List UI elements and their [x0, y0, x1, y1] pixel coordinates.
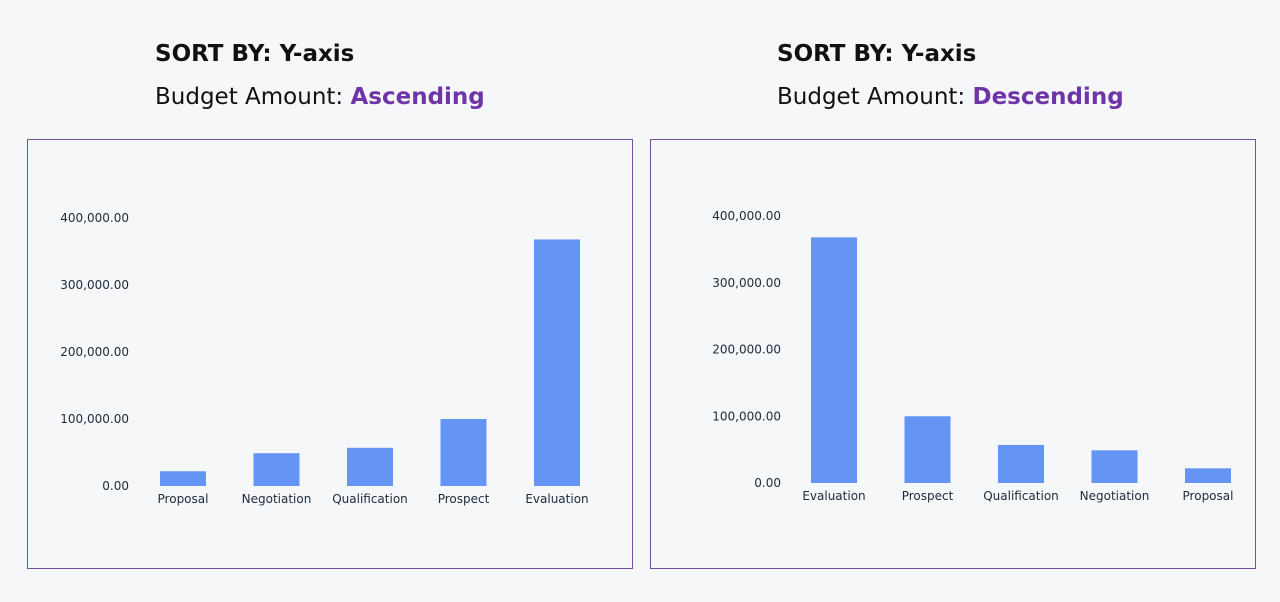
left-heading: SORT BY: Y-axis Budget Amount: Ascending — [155, 36, 485, 122]
x-tick-label: Prospect — [902, 489, 954, 503]
right-heading: SORT BY: Y-axis Budget Amount: Descendin… — [777, 36, 1124, 122]
bar-prospect[interactable] — [904, 416, 951, 483]
x-tick-label: Qualification — [983, 489, 1059, 503]
right-sort-title: SORT BY: Y-axis — [777, 41, 977, 67]
y-tick-label: 0.00 — [754, 476, 781, 490]
right-sort-subtitle: Budget Amount: Descending — [777, 72, 1124, 122]
x-tick-label: Negotiation — [242, 492, 312, 506]
y-tick-label: 100,000.00 — [712, 409, 781, 423]
right-sort-label: Budget Amount: — [777, 84, 973, 110]
y-tick-label: 300,000.00 — [712, 276, 781, 290]
bar-qualification[interactable] — [998, 444, 1044, 483]
bar-evaluation[interactable] — [811, 237, 857, 483]
left-sort-order: Ascending — [350, 84, 485, 110]
y-tick-label: 100,000.00 — [60, 412, 129, 426]
left-sort-subtitle: Budget Amount: Ascending — [155, 72, 485, 122]
y-tick-label: 200,000.00 — [60, 345, 129, 359]
bar-negotiation[interactable] — [1091, 450, 1138, 483]
bar-proposal[interactable] — [160, 471, 206, 486]
y-tick-label: 400,000.00 — [712, 209, 781, 223]
bar-evaluation[interactable] — [534, 239, 580, 486]
x-tick-label: Evaluation — [525, 492, 588, 506]
x-tick-label: Proposal — [1183, 489, 1234, 503]
bar-prospect[interactable] — [440, 419, 487, 486]
x-tick-label: Proposal — [158, 492, 209, 506]
bar-qualification[interactable] — [347, 447, 393, 486]
y-tick-label: 200,000.00 — [712, 343, 781, 357]
descending-chart-panel: 0.00 100,000.00 200,000.00 300,000.00 400,00… — [650, 139, 1256, 569]
ascending-bar-chart: 0.00 100,000.00 200,000.00 300,000.00 400,00… — [60, 211, 588, 506]
right-sort-order: Descending — [972, 84, 1124, 110]
descending-bar-chart: 0.00 100,000.00 200,000.00 300,000.00 400,00… — [712, 209, 1234, 503]
y-tick-label: 0.00 — [102, 479, 129, 493]
left-sort-title: SORT BY: Y-axis — [155, 41, 355, 67]
x-tick-label: Negotiation — [1080, 489, 1150, 503]
x-tick-label: Evaluation — [802, 489, 865, 503]
x-tick-label: Prospect — [438, 492, 490, 506]
x-tick-label: Qualification — [332, 492, 408, 506]
ascending-chart-panel: 0.00 100,000.00 200,000.00 300,000.00 400,00… — [27, 139, 633, 569]
bar-negotiation[interactable] — [253, 453, 300, 486]
left-sort-label: Budget Amount: — [155, 84, 351, 110]
y-tick-label: 300,000.00 — [60, 278, 129, 292]
y-tick-label: 400,000.00 — [60, 211, 129, 225]
bar-proposal[interactable] — [1185, 468, 1231, 483]
